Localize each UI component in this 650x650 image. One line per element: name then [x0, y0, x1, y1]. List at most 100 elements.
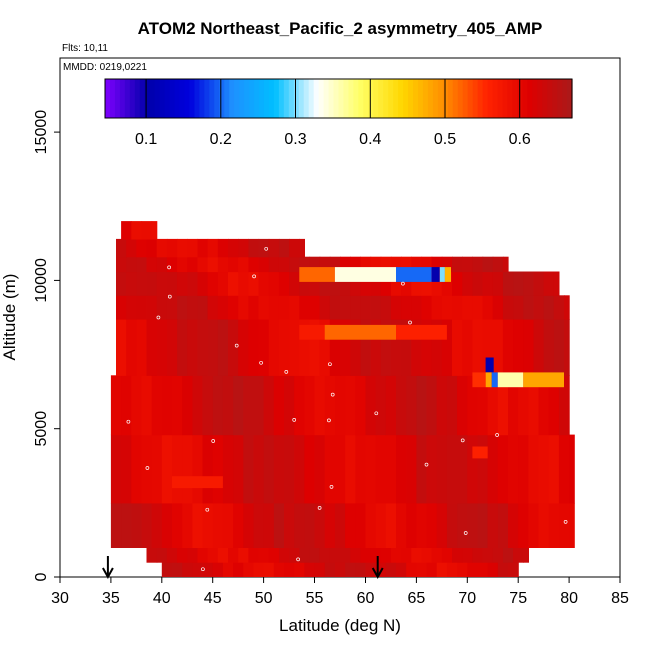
flights-label: Flts: 10,11 [62, 43, 108, 54]
heat-cell [385, 502, 397, 548]
heat-cell [502, 256, 509, 273]
colorbar-segment [239, 79, 245, 118]
arrow-head [102, 567, 114, 580]
heat-cell [564, 295, 570, 320]
heat-cell [217, 271, 229, 296]
anomaly-cell [472, 446, 488, 459]
heat-cell [406, 375, 417, 436]
heat-cell [360, 547, 372, 563]
heat-cell [131, 375, 143, 436]
colorbar-segment [303, 79, 310, 118]
heat-cell [319, 256, 331, 273]
colorbar-segment [378, 79, 384, 118]
colorbar-segment [348, 79, 355, 118]
heat-cell [182, 375, 193, 436]
heat-cell [431, 295, 443, 320]
colorbar-segment [547, 79, 553, 118]
heat-cell [334, 562, 346, 577]
heat-cell [136, 256, 148, 273]
heat-cell [136, 295, 148, 320]
heat-cell [222, 502, 234, 548]
heat-cell [278, 271, 290, 296]
heat-cell [121, 502, 132, 548]
colorbar-segment [254, 79, 260, 118]
heat-cell [197, 547, 209, 563]
heat-cell [502, 295, 514, 320]
heat-cell [151, 221, 158, 240]
heat-cell [141, 375, 153, 436]
heat-cell [197, 271, 209, 296]
colorbar-segment [432, 79, 439, 118]
heat-cell [431, 271, 443, 296]
colorbar-segment [537, 79, 543, 118]
heat-cell [121, 434, 132, 504]
heat-cell [172, 502, 183, 548]
heat-cell [508, 502, 519, 548]
sample-point [234, 343, 239, 348]
heat-cell [228, 295, 239, 320]
heat-cell [452, 295, 463, 320]
heat-cell [146, 547, 158, 563]
heat-cell [482, 319, 494, 376]
colorbar-segment [403, 79, 409, 118]
colorbar-segment [552, 79, 558, 118]
heat-cell [238, 547, 249, 563]
heat-cell [299, 319, 311, 376]
heat-cell [513, 319, 524, 376]
heat-cell [131, 502, 143, 548]
heat-cell [243, 375, 255, 436]
date-label: MMDD: 0219,0221 [63, 62, 147, 73]
heat-cell [268, 547, 280, 563]
heat-cell [334, 375, 346, 436]
colorbar-segment [209, 79, 215, 118]
heat-cell [217, 238, 229, 258]
heat-cell [446, 375, 458, 436]
colorbar [104, 78, 573, 119]
colorbar-segment [214, 79, 220, 118]
x-tick-label: 40 [153, 590, 171, 607]
heat-cell [228, 256, 239, 273]
anomaly-cell [472, 372, 486, 388]
heat-cell [380, 295, 392, 320]
heat-cell [472, 547, 484, 563]
colorbar-segment [462, 79, 469, 118]
heat-cell [416, 434, 428, 504]
sample-point [401, 281, 405, 286]
heat-cell [161, 434, 173, 504]
heat-cell [207, 256, 219, 273]
heat-cell [248, 319, 260, 376]
heat-cell [411, 295, 423, 320]
heat-cell [212, 502, 224, 548]
heat-cell [340, 319, 351, 376]
heat-cell [406, 562, 417, 577]
heat-cell [182, 434, 193, 504]
heat-cell [548, 502, 560, 548]
heat-cell [558, 434, 570, 504]
heat-cell [172, 562, 183, 577]
anomaly-cell [439, 267, 445, 282]
heat-cell [294, 502, 305, 548]
colorbar-segment [328, 79, 335, 118]
colorbar-segment [358, 79, 364, 118]
heat-cell [187, 271, 199, 296]
anomaly-cell [485, 357, 494, 373]
colorbar-segment [323, 79, 330, 118]
heat-cell [441, 271, 453, 296]
colorbar-segment [338, 79, 345, 118]
colorbar-segment [487, 79, 494, 118]
heat-cell [299, 238, 305, 258]
colorbar-segment [398, 79, 404, 118]
heat-cell [253, 562, 265, 577]
heat-cell [228, 271, 239, 296]
anomaly-cell [497, 372, 524, 388]
heat-cell [207, 547, 219, 563]
heat-cell [304, 502, 316, 548]
heat-cell [243, 434, 255, 504]
heat-cell [146, 271, 158, 296]
sample-point [563, 520, 568, 524]
heat-cell [329, 271, 341, 296]
chart-title: ATOM2 Northeast_Pacific_2 asymmetry_405_… [138, 19, 543, 38]
sample-point [330, 392, 335, 397]
colorbar-segment [507, 79, 513, 118]
colorbar-segment [194, 79, 200, 118]
